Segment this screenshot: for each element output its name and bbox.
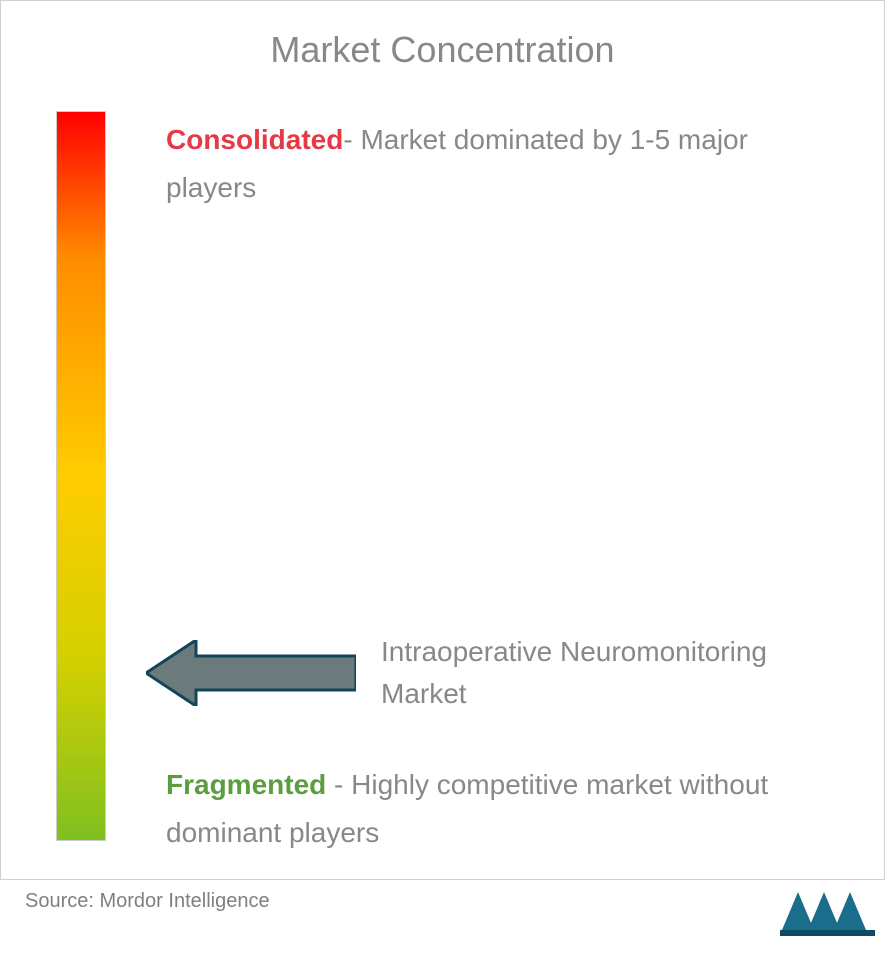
left-arrow-icon — [146, 640, 356, 706]
market-name-label: Intraoperative Neuromonitoring Market — [381, 631, 844, 715]
concentration-gradient-bar — [56, 111, 106, 841]
market-position-arrow-section: Intraoperative Neuromonitoring Market — [146, 631, 844, 715]
mordor-logo-icon — [780, 880, 875, 943]
fragmented-section: Fragmented - Highly competitive market w… — [166, 761, 844, 856]
consolidated-label: Consolidated — [166, 124, 343, 155]
consolidated-text: Consolidated- Market dominated by 1-5 ma… — [166, 116, 844, 211]
content-area: Consolidated- Market dominated by 1-5 ma… — [56, 111, 844, 844]
infographic-container: Market Concentration Consolidated- Marke… — [0, 0, 885, 880]
page-title: Market Concentration — [1, 1, 884, 71]
fragmented-label: Fragmented — [166, 769, 326, 800]
source-attribution: Source: Mordor Intelligence — [25, 890, 270, 913]
consolidated-section: Consolidated- Market dominated by 1-5 ma… — [166, 116, 844, 211]
